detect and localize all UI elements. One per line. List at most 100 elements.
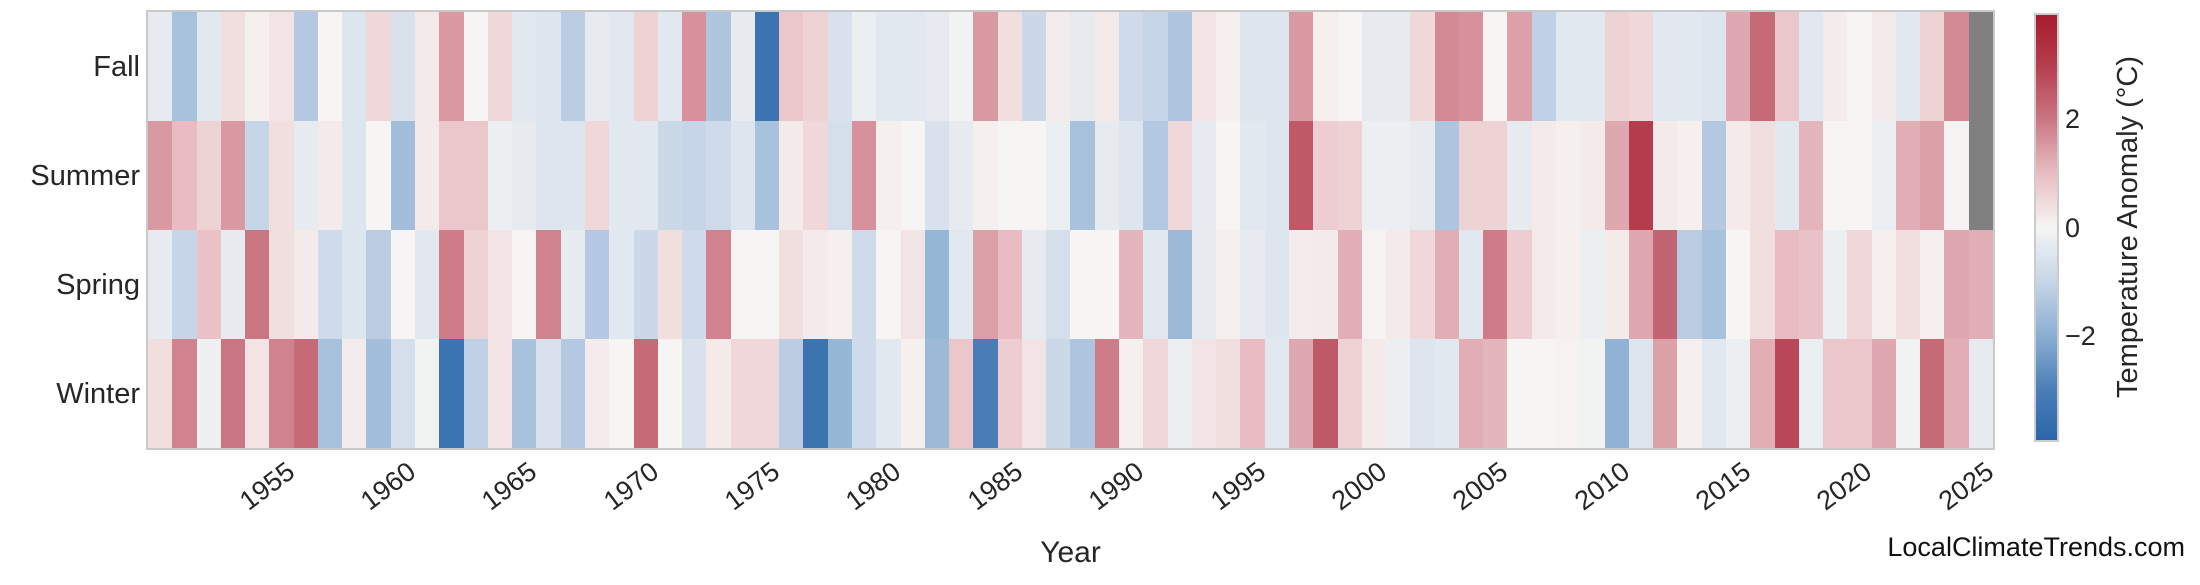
heatmap-cell <box>1021 230 1047 339</box>
heatmap-cell <box>1143 121 1168 230</box>
heatmap-cell <box>1823 339 1848 448</box>
x-tick-label-2005: 2005 <box>1447 456 1514 517</box>
heatmap-cell <box>1119 230 1144 339</box>
heatmap-cell <box>973 230 998 339</box>
heatmap-cell <box>1604 121 1629 230</box>
heatmap-cell <box>1628 230 1654 339</box>
heatmap-cell <box>657 12 683 121</box>
heatmap-cell <box>1070 12 1095 121</box>
heatmap-cell <box>1313 230 1338 339</box>
heatmap-cell <box>973 121 998 230</box>
heatmap-cell <box>1386 230 1411 339</box>
heatmap-cell <box>1070 339 1095 448</box>
heatmap-cell <box>1337 230 1362 339</box>
heatmap-cell <box>1920 121 1945 230</box>
heatmap-cell <box>1386 121 1411 230</box>
heatmap-cell <box>1070 230 1095 339</box>
heatmap-cell <box>463 12 488 121</box>
heatmap-cell <box>463 230 488 339</box>
heatmap-cell <box>269 12 294 121</box>
heatmap-cell <box>293 12 318 121</box>
heatmap-cell <box>1191 339 1217 448</box>
heatmap-cell <box>1216 121 1241 230</box>
heatmap-cell <box>1750 339 1775 448</box>
heatmap-cell <box>1434 12 1459 121</box>
heatmap-cell <box>196 121 221 230</box>
heatmap-cell <box>633 230 658 339</box>
heatmap-cell <box>148 339 173 448</box>
heatmap-cell <box>1725 12 1751 121</box>
heatmap-cell <box>269 121 294 230</box>
heatmap-cell <box>706 121 731 230</box>
heatmap-cell <box>293 230 318 339</box>
heatmap-cell <box>1920 12 1945 121</box>
heatmap-cell <box>390 339 416 448</box>
heatmap-cell <box>706 230 731 339</box>
heatmap-cell <box>1798 12 1824 121</box>
heatmap-cell <box>754 12 780 121</box>
heatmap-cell <box>852 121 877 230</box>
heatmap-cell <box>1240 339 1265 448</box>
heatmap-cell <box>1191 121 1217 230</box>
heatmap-cell <box>584 230 610 339</box>
heatmap-cell <box>633 121 658 230</box>
heatmap-cell <box>1944 339 1969 448</box>
heatmap-cell <box>803 230 828 339</box>
heatmap-cell <box>1701 12 1726 121</box>
heatmap-cell <box>1701 121 1726 230</box>
heatmap-cell <box>1580 121 1605 230</box>
heatmap-cell <box>1434 121 1459 230</box>
heatmap-cell <box>1556 339 1581 448</box>
heatmap-cell <box>924 12 950 121</box>
heatmap-cell <box>827 12 852 121</box>
heatmap-cell <box>1604 230 1629 339</box>
heatmap-cell <box>1288 12 1314 121</box>
heatmap-cell <box>512 121 537 230</box>
heatmap-cell <box>633 339 658 448</box>
x-tick-label-1960: 1960 <box>354 456 421 517</box>
heatmap-cell <box>584 339 610 448</box>
heatmap-cell <box>1216 230 1241 339</box>
x-tick-label-1980: 1980 <box>840 456 907 517</box>
heatmap-cell <box>148 121 173 230</box>
heatmap-cell <box>803 121 828 230</box>
heatmap-cell <box>390 121 416 230</box>
x-tick-label-2025: 2025 <box>1932 456 1999 517</box>
heatmap-cell <box>1167 230 1192 339</box>
heatmap-cell <box>900 121 925 230</box>
heatmap-cell <box>827 339 852 448</box>
heatmap-cell <box>1871 339 1896 448</box>
heatmap-cell <box>949 121 974 230</box>
heatmap-cell <box>949 12 974 121</box>
heatmap-cell <box>1337 339 1362 448</box>
heatmap-cell <box>852 12 877 121</box>
heatmap-cell <box>366 121 391 230</box>
colorbar-tick-label-2: 2 <box>2065 103 2081 134</box>
heatmap-cell <box>512 12 537 121</box>
colorbar-title: Temperature Anomaly (°C) <box>2112 56 2144 398</box>
heatmap-cell <box>827 121 852 230</box>
heatmap-cell <box>997 121 1022 230</box>
heatmap-cell <box>1216 339 1241 448</box>
heatmap-cell <box>730 121 755 230</box>
heatmap-cell <box>1580 230 1605 339</box>
heatmap-cell-missing <box>1968 12 1993 121</box>
heatmap-cell <box>609 12 634 121</box>
heatmap-cell <box>366 230 391 339</box>
heatmap-cell <box>1895 121 1921 230</box>
heatmap-cell <box>1046 230 1071 339</box>
heatmap-cell <box>657 339 683 448</box>
heatmap-cell <box>1410 121 1435 230</box>
heatmap-cell <box>1968 339 1993 448</box>
heatmap-cell <box>415 339 440 448</box>
heatmap-cell <box>560 230 585 339</box>
heatmap-cell <box>1895 12 1921 121</box>
colorbar-tick-label-−2: −2 <box>2065 321 2096 352</box>
heatmap-cell <box>512 339 537 448</box>
heatmap-cell <box>1143 12 1168 121</box>
heatmap-cell <box>1653 121 1678 230</box>
heatmap-cell <box>1507 339 1532 448</box>
heatmap-cell <box>366 12 391 121</box>
heatmap-cell <box>754 230 780 339</box>
heatmap-cell <box>1288 339 1314 448</box>
